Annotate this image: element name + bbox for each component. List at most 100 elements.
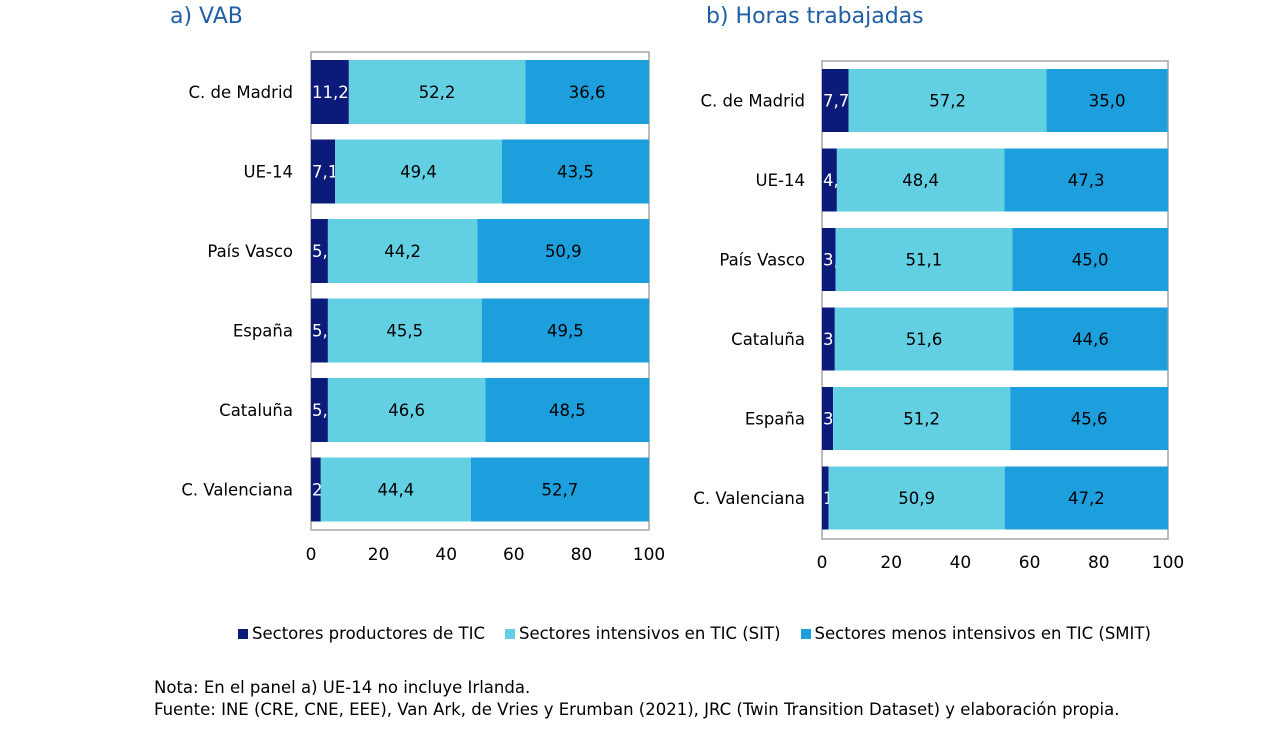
data-label-productores-a: 11,2 xyxy=(312,83,349,102)
x-tick-label-a: 40 xyxy=(435,545,457,565)
bar-menos-intensivos-a xyxy=(481,298,649,363)
legend-swatch-productores xyxy=(238,628,248,639)
x-tick-label-a: 0 xyxy=(306,545,317,565)
legend: Sectores productores de TIC Sectores int… xyxy=(238,624,1151,643)
category-label-a: País Vasco xyxy=(207,242,293,261)
charts-canvas: C. de Madrid 11,2 52,2 36,6 UE-14 7,1 49,4 43,5… xyxy=(181,51,1184,573)
data-label-menos-intensivos-a: 52,7 xyxy=(542,481,579,500)
x-tick-label-b: 40 xyxy=(950,553,972,573)
bar-intensivos-a xyxy=(327,378,486,442)
category-label-b: Cataluña xyxy=(731,330,805,349)
bar-menos-intensivos-a xyxy=(485,378,650,442)
data-label-menos-intensivos-b: 35,0 xyxy=(1089,92,1126,111)
bar-productores-b xyxy=(822,69,849,132)
bar-intensivos-b xyxy=(848,69,1047,132)
data-label-intensivos-b: 57,2 xyxy=(929,92,966,111)
data-label-intensivos-b: 50,9 xyxy=(898,489,935,508)
category-label-b: C. de Madrid xyxy=(700,92,805,111)
data-label-menos-intensivos-b: 47,3 xyxy=(1068,171,1105,190)
data-label-menos-intensivos-b: 45,0 xyxy=(1072,251,1109,270)
data-label-menos-intensivos-a: 49,5 xyxy=(547,322,584,341)
bar-menos-intensivos-a xyxy=(525,60,649,124)
bar-menos-intensivos-b xyxy=(1004,466,1168,530)
bar-productores-b xyxy=(822,148,837,212)
data-label-intensivos-b: 51,6 xyxy=(906,330,943,349)
bar-intensivos-a xyxy=(320,457,471,522)
data-label-intensivos-a: 44,2 xyxy=(384,242,421,261)
bar-productores-a xyxy=(311,378,328,442)
legend-swatch-intensivos xyxy=(504,628,515,639)
bar-intensivos-a xyxy=(327,219,478,283)
bar-productores-a xyxy=(311,60,349,124)
data-label-intensivos-b: 51,2 xyxy=(903,410,940,429)
legend-label-productores: Sectores productores de TIC xyxy=(252,624,485,643)
legend-item-intensivos: Sectores intensivos en TIC (SIT) xyxy=(504,624,781,643)
bar-productores-a xyxy=(311,139,335,204)
data-label-menos-intensivos-b: 47,2 xyxy=(1068,489,1105,508)
data-label-intensivos-a: 46,6 xyxy=(388,401,425,420)
x-tick-label-b: 100 xyxy=(1152,553,1184,573)
bar-intensivos-b xyxy=(834,307,1014,371)
data-label-intensivos-a: 45,5 xyxy=(386,322,423,341)
x-tick-label-a: 60 xyxy=(503,545,525,565)
category-label-b: UE-14 xyxy=(756,171,805,190)
bar-menos-intensivos-b xyxy=(1004,148,1168,212)
x-tick-label-a: 100 xyxy=(633,545,665,565)
category-label-b: C. Valenciana xyxy=(693,489,805,508)
category-label-a: Cataluña xyxy=(219,401,293,420)
bar-intensivos-b xyxy=(835,228,1013,291)
bar-intensivos-a xyxy=(348,60,526,124)
data-label-productores-b: 7,7 xyxy=(823,92,849,111)
category-label-a: UE-14 xyxy=(244,163,293,182)
bar-intensivos-b xyxy=(836,148,1005,212)
bar-menos-intensivos-a xyxy=(501,139,649,204)
data-label-productores-a: 7,1 xyxy=(312,163,338,182)
category-label-a: C. Valenciana xyxy=(181,481,293,500)
bar-menos-intensivos-b xyxy=(1010,387,1168,450)
bar-intensivos-b xyxy=(833,387,1011,450)
bar-productores-b xyxy=(822,387,834,450)
data-label-intensivos-a: 52,2 xyxy=(419,83,456,102)
data-label-menos-intensivos-b: 45,6 xyxy=(1071,410,1108,429)
category-label-a: C. de Madrid xyxy=(188,83,293,102)
data-label-menos-intensivos-a: 50,9 xyxy=(545,242,582,261)
category-label-a: España xyxy=(233,322,293,341)
bar-productores-a xyxy=(311,298,328,363)
bar-menos-intensivos-b xyxy=(1012,228,1168,291)
bar-productores-b xyxy=(822,307,835,371)
x-tick-label-b: 80 xyxy=(1088,553,1110,573)
bar-intensivos-a xyxy=(334,139,502,204)
x-tick-label-b: 0 xyxy=(817,553,828,573)
bar-menos-intensivos-a xyxy=(470,457,649,522)
data-label-intensivos-b: 51,1 xyxy=(906,251,943,270)
notes: Nota: En el panel a) UE-14 no incluye Ir… xyxy=(154,677,1154,721)
panel-a-title: a) VAB xyxy=(170,4,243,29)
data-label-intensivos-b: 48,4 xyxy=(902,171,939,190)
legend-swatch-menos-intensivos xyxy=(800,628,811,639)
legend-label-intensivos: Sectores intensivos en TIC (SIT) xyxy=(518,624,781,643)
data-label-menos-intensivos-a: 48,5 xyxy=(549,401,586,420)
data-label-menos-intensivos-a: 36,6 xyxy=(569,83,606,102)
x-tick-label-b: 20 xyxy=(880,553,902,573)
x-tick-label-b: 60 xyxy=(1019,553,1041,573)
bar-menos-intensivos-b xyxy=(1013,307,1168,371)
note-text: Nota: En el panel a) UE-14 no incluye Ir… xyxy=(154,678,531,697)
bar-productores-a xyxy=(311,219,328,283)
bar-productores-b xyxy=(822,228,836,291)
x-tick-label-a: 20 xyxy=(368,545,390,565)
data-label-intensivos-a: 44,4 xyxy=(377,481,414,500)
legend-label-menos-intensivos: Sectores menos intensivos en TIC (SMIT) xyxy=(814,624,1151,643)
bar-intensivos-a xyxy=(327,298,482,363)
data-label-intensivos-a: 49,4 xyxy=(400,163,437,182)
x-tick-label-a: 80 xyxy=(571,545,593,565)
legend-item-menos-intensivos: Sectores menos intensivos en TIC (SMIT) xyxy=(800,624,1151,643)
bar-menos-intensivos-b xyxy=(1046,69,1168,132)
legend-item-productores: Sectores productores de TIC xyxy=(238,624,485,643)
category-label-b: España xyxy=(745,410,805,429)
bar-productores-a xyxy=(311,457,321,522)
bar-menos-intensivos-a xyxy=(477,219,650,283)
panel-b-title: b) Horas trabajadas xyxy=(706,4,924,29)
category-label-b: País Vasco xyxy=(719,251,805,270)
plot-frame-a xyxy=(310,51,650,531)
bar-productores-b xyxy=(822,466,829,530)
